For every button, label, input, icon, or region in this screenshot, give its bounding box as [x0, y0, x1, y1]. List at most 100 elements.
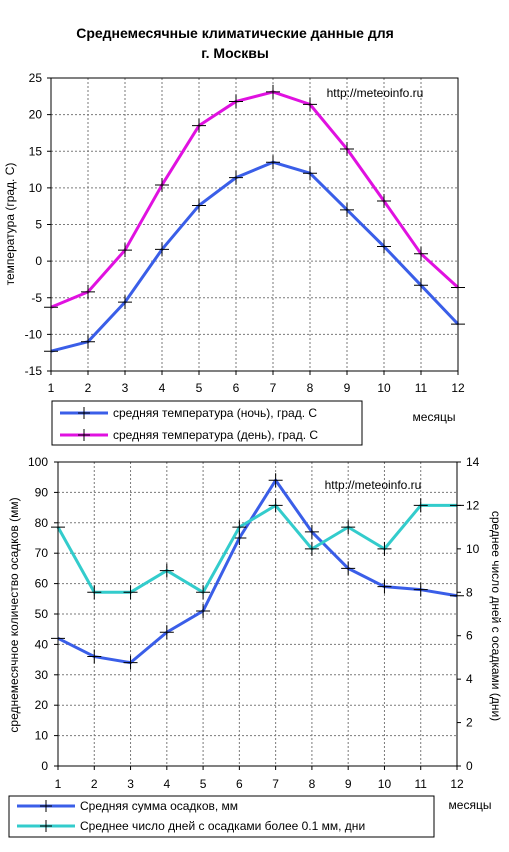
- y-tick-label: 40: [35, 637, 49, 651]
- series-1-point: [229, 170, 243, 185]
- y-tick-label: -5: [31, 291, 42, 305]
- x-tick-label: 2: [85, 381, 92, 395]
- series-2-point: [44, 300, 58, 315]
- y-tick-label: 0: [35, 254, 42, 268]
- x-tick-label: 1: [55, 777, 62, 791]
- series-2-point: [87, 585, 102, 600]
- legend-label-2: Среднее число дней с осадками более 0.1 …: [80, 819, 365, 833]
- x-tick-label: 9: [344, 381, 351, 395]
- y-right-tick-label: 12: [466, 498, 480, 512]
- series-1-point: [81, 334, 95, 349]
- y-right-tick-label: 6: [466, 629, 473, 643]
- y-tick-label: 60: [35, 577, 49, 591]
- series-2-point: [192, 118, 206, 133]
- series-2-point: [341, 520, 356, 535]
- y-tick-label: 80: [35, 516, 49, 530]
- y-tick-label: 5: [35, 218, 42, 232]
- series-1-point: [118, 295, 132, 310]
- x-tick-label: 11: [415, 381, 428, 395]
- series-2-point: [159, 563, 174, 578]
- y-tick-label: 30: [35, 668, 49, 682]
- series-1-point: [155, 242, 169, 257]
- series-1-point: [450, 588, 464, 603]
- legend-label-1: средняя температура (ночь), град. С: [113, 406, 317, 420]
- series-1-point: [341, 561, 356, 576]
- x-tick-label: 12: [450, 777, 464, 791]
- series-line-2: [50, 90, 460, 309]
- series-2-point: [123, 585, 138, 600]
- x-tick-label: 7: [270, 381, 277, 395]
- series-line-1: [50, 160, 460, 353]
- series-1-point: [192, 198, 206, 213]
- y-tick-label: 25: [29, 71, 43, 85]
- legend-marker-1: [40, 800, 52, 812]
- y-tick-label: 90: [35, 485, 49, 499]
- y-tick-label: 70: [35, 546, 49, 560]
- x-tick-label: 1: [48, 381, 55, 395]
- x-tick-label: 8: [309, 777, 316, 791]
- series-1-point: [123, 655, 138, 670]
- y-tick-label: 100: [28, 455, 48, 469]
- series-2-point: [155, 177, 169, 192]
- watermark-url: http://meteoinfo.ru: [327, 86, 424, 100]
- legend: средняя температура (ночь), град. С средн…: [51, 400, 363, 446]
- y-axis-label: температура (град. С): [3, 163, 17, 286]
- legend-box: [8, 795, 435, 838]
- series-1-point: [196, 603, 211, 618]
- x-tick-label: 9: [345, 777, 352, 791]
- series-1-point: [159, 625, 174, 640]
- y-right-tick-label: 14: [466, 455, 480, 469]
- series-1-point: [414, 278, 428, 293]
- chart-title-line-2: г. Москвы: [201, 45, 269, 61]
- series-1-point: [377, 579, 392, 594]
- legend: Средняя сумма осадков, мм Среднее число д…: [8, 795, 435, 838]
- y-tick-label: -15: [25, 364, 43, 378]
- legend-marker-2: [78, 429, 90, 441]
- series-2-point: [232, 520, 247, 535]
- legend-label-1: Средняя сумма осадков, мм: [80, 799, 238, 813]
- y-right-tick-label: 4: [466, 672, 473, 686]
- series-2-point: [229, 94, 243, 109]
- series-1-point: [44, 344, 58, 359]
- y-axis-label: среднемесячное количество осадков (мм): [7, 497, 21, 732]
- y-tick-label: 0: [41, 759, 48, 773]
- x-tick-label: 6: [233, 381, 240, 395]
- y-right-tick-label: 0: [466, 759, 473, 773]
- legend-marker-2: [40, 820, 52, 832]
- x-axis-label: месяцы: [449, 798, 492, 812]
- series-1-point: [413, 582, 428, 597]
- series-2-point: [340, 142, 354, 157]
- y-right-tick-label: 2: [466, 716, 473, 730]
- series-1-point: [377, 239, 391, 254]
- series-1-point: [268, 473, 283, 488]
- legend-label-2: средняя температура (день), град. С: [113, 428, 318, 442]
- chart-title-line-1: Среднемесячные климатические данные для: [76, 25, 394, 41]
- y-right-tick-label: 8: [466, 585, 473, 599]
- x-tick-label: 6: [236, 777, 243, 791]
- y-tick-label: 20: [29, 108, 43, 122]
- series-1-point: [266, 155, 280, 170]
- series-2-point: [377, 194, 391, 209]
- watermark-url: http://meteoinfo.ru: [325, 478, 422, 492]
- series-1-point: [51, 631, 65, 646]
- x-tick-label: 7: [272, 777, 279, 791]
- y-tick-label: -10: [25, 327, 43, 341]
- series-2-point: [304, 541, 319, 556]
- series-2-point: [266, 84, 280, 99]
- x-tick-label: 5: [196, 381, 203, 395]
- series-1-point: [87, 649, 102, 664]
- series-line-2: [56, 503, 457, 594]
- series-1-point: [304, 524, 319, 539]
- series-2-point: [196, 585, 211, 600]
- series-line-1: [57, 478, 458, 665]
- y-tick-label: 10: [35, 729, 49, 743]
- series-2-point: [81, 284, 95, 299]
- series-2-point: [414, 246, 428, 261]
- series-1-point: [451, 317, 465, 332]
- series-2-point: [413, 498, 428, 513]
- x-tick-label: 11: [414, 777, 427, 791]
